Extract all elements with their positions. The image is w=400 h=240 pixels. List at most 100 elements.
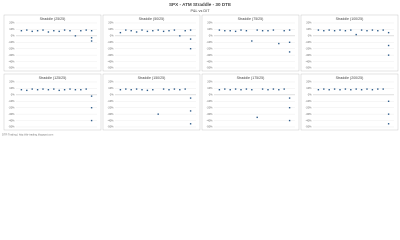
point	[47, 31, 50, 33]
y-tick-label: -50%	[305, 66, 312, 70]
point	[333, 30, 336, 32]
y-tick-label: 20%	[207, 21, 213, 25]
point	[119, 31, 122, 34]
point	[328, 89, 330, 91]
point	[31, 88, 33, 90]
point	[278, 89, 280, 91]
point	[85, 29, 87, 31]
point	[157, 29, 159, 31]
panel	[3, 14, 102, 72]
point	[146, 89, 149, 92]
y-tick-label: -20%	[8, 105, 15, 109]
point	[371, 89, 374, 91]
y-tick-label: -30%	[206, 112, 213, 116]
point	[90, 119, 93, 122]
y-tick-label: 10%	[108, 27, 114, 31]
y-tick-label: 20%	[207, 80, 213, 84]
point	[189, 38, 192, 40]
point	[90, 107, 93, 109]
y-tick-label: -20%	[8, 46, 15, 50]
point	[224, 30, 226, 32]
y-tick-label: 20%	[9, 80, 15, 84]
point	[323, 88, 325, 90]
point	[125, 29, 127, 31]
point	[168, 89, 170, 91]
panel	[201, 14, 300, 72]
point	[339, 29, 341, 31]
point	[234, 30, 237, 33]
point	[189, 97, 192, 99]
point	[31, 30, 33, 33]
y-tick-label: 10%	[306, 86, 312, 90]
point	[251, 89, 253, 91]
y-tick-label: -50%	[8, 125, 15, 129]
y-tick-label: -40%	[107, 59, 114, 63]
main-title: SPX - ATM Straddle - 30 DTE	[169, 2, 231, 7]
point	[130, 30, 132, 32]
point	[58, 30, 60, 33]
y-tick-label: -40%	[206, 118, 213, 122]
point	[256, 116, 258, 119]
point	[20, 89, 23, 91]
point	[360, 89, 363, 91]
point	[179, 89, 181, 91]
point	[328, 29, 330, 31]
point	[377, 88, 379, 90]
point	[189, 110, 192, 112]
panel	[300, 73, 399, 131]
y-tick-label: 0%	[209, 34, 213, 38]
point	[157, 113, 159, 115]
point	[141, 89, 143, 91]
point	[189, 48, 192, 50]
point	[229, 30, 231, 32]
point	[224, 88, 226, 90]
y-tick-label: -20%	[107, 105, 114, 109]
y-tick-label: 0%	[110, 34, 114, 38]
y-tick-label: 20%	[108, 80, 114, 84]
point	[234, 88, 237, 90]
y-tick-label: -50%	[8, 66, 15, 70]
point	[366, 88, 368, 90]
y-tick-label: 0%	[110, 93, 114, 97]
y-tick-label: -10%	[107, 99, 114, 103]
y-tick-label: -10%	[206, 40, 213, 44]
point	[179, 35, 181, 37]
point	[74, 89, 77, 91]
y-tick-label: -30%	[107, 53, 114, 57]
y-tick-label: -40%	[8, 59, 15, 63]
point	[80, 89, 82, 91]
y-tick-label: 20%	[108, 21, 114, 25]
point	[63, 89, 66, 91]
subtitle: P&L vs DIT	[190, 9, 210, 13]
point	[218, 29, 221, 31]
y-tick-label: 20%	[9, 21, 15, 25]
y-tick-label: -30%	[206, 53, 213, 57]
y-tick-label: -10%	[305, 40, 312, 44]
point	[360, 29, 363, 31]
panel-title: Straddle (75/25)	[238, 17, 264, 21]
y-tick-label: -20%	[107, 46, 114, 50]
point	[288, 29, 291, 31]
y-tick-label: -10%	[305, 99, 312, 103]
point	[371, 29, 374, 31]
point	[267, 30, 269, 32]
y-tick-label: -30%	[8, 53, 15, 57]
panel-title: Straddle (150/25)	[138, 76, 166, 80]
point	[245, 88, 248, 90]
y-tick-label: -50%	[107, 66, 114, 70]
y-tick-label: -30%	[8, 112, 15, 116]
y-tick-label: 20%	[306, 21, 312, 25]
point	[251, 40, 253, 42]
point	[366, 30, 368, 32]
point	[184, 88, 186, 90]
panel-title: Straddle (200/25)	[336, 76, 364, 80]
point	[168, 30, 170, 32]
point	[74, 35, 77, 37]
point	[245, 30, 248, 32]
y-tick-label: -30%	[305, 112, 312, 116]
dashboard: SPX - ATM Straddle - 30 DTE P&L vs DIT D…	[2, 2, 399, 137]
point	[53, 88, 55, 90]
point	[90, 95, 93, 97]
point	[36, 30, 39, 32]
y-tick-label: -10%	[8, 40, 15, 44]
